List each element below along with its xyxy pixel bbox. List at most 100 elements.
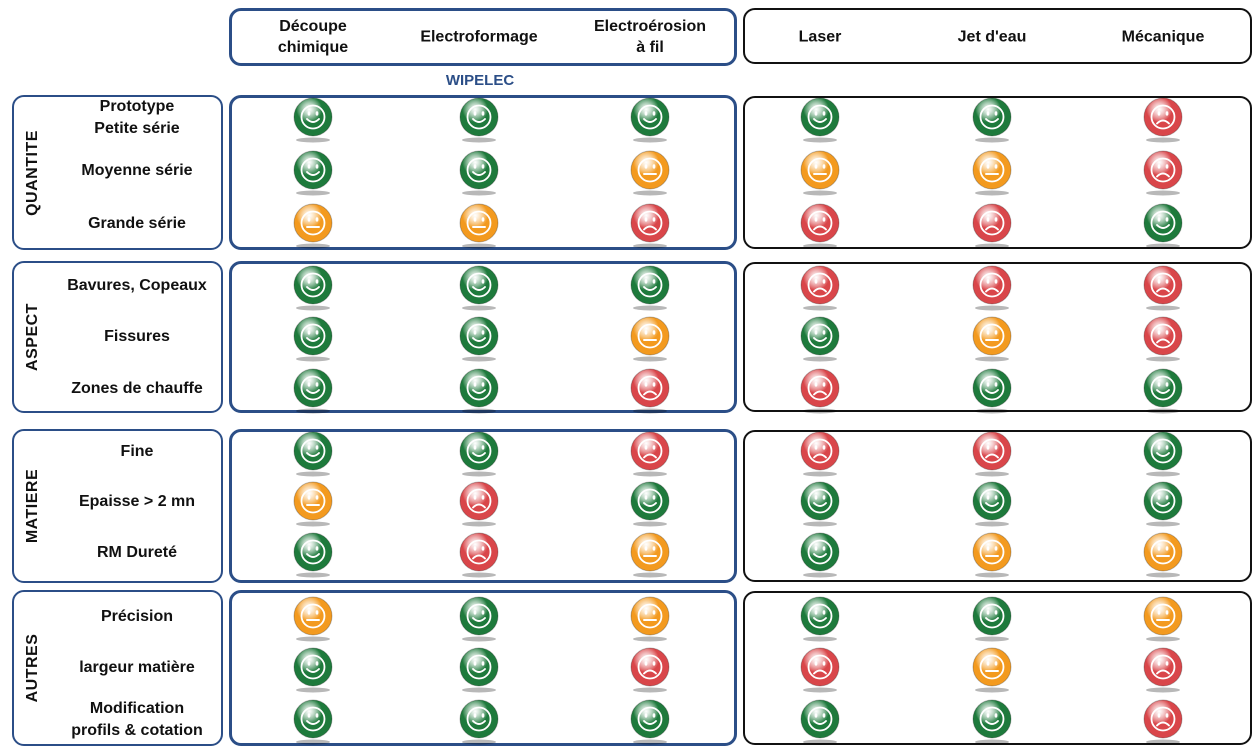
smiley-good-icon — [293, 97, 333, 143]
smiley-good-icon — [800, 596, 840, 642]
smiley-bad-icon — [1143, 265, 1183, 311]
smiley-bad-icon — [630, 647, 670, 693]
smiley-medium-icon — [630, 150, 670, 196]
category-box-autres — [12, 590, 223, 746]
smiley-medium-icon — [630, 532, 670, 578]
row-label: Fine — [120, 443, 154, 460]
other-box-aspect — [743, 262, 1252, 412]
row-label: Précision — [100, 608, 174, 625]
smiley-bad-icon — [972, 265, 1012, 311]
smiley-medium-icon — [972, 150, 1012, 196]
smiley-good-icon — [972, 368, 1012, 414]
smiley-good-icon — [972, 596, 1012, 642]
smiley-good-icon — [459, 316, 499, 362]
column-header-2: Electroformage — [420, 28, 538, 46]
smiley-good-icon — [1143, 481, 1183, 527]
smiley-bad-icon — [459, 481, 499, 527]
smiley-bad-icon — [1143, 316, 1183, 362]
smiley-good-icon — [800, 97, 840, 143]
smiley-bad-icon — [972, 203, 1012, 249]
smiley-bad-icon — [630, 203, 670, 249]
smiley-good-icon — [293, 316, 333, 362]
smiley-good-icon — [293, 647, 333, 693]
wipelec-box-matiere — [229, 429, 737, 583]
smiley-good-icon — [293, 699, 333, 745]
row-label: Bavures, Copeaux — [67, 277, 207, 294]
smiley-good-icon — [459, 150, 499, 196]
smiley-bad-icon — [630, 368, 670, 414]
smiley-good-icon — [459, 699, 499, 745]
category-label-autres: AUTRES — [24, 633, 41, 703]
smiley-good-icon — [630, 97, 670, 143]
smiley-bad-icon — [800, 647, 840, 693]
smiley-medium-icon — [630, 316, 670, 362]
smiley-good-icon — [1143, 431, 1183, 477]
smiley-medium-icon — [293, 203, 333, 249]
smiley-medium-icon — [293, 596, 333, 642]
smiley-good-icon — [459, 97, 499, 143]
category-box-quantite — [12, 95, 223, 250]
smiley-good-icon — [293, 368, 333, 414]
row-label: Epaisse > 2 mn — [78, 493, 196, 510]
smiley-medium-icon — [630, 596, 670, 642]
smiley-good-icon — [459, 596, 499, 642]
row-label: largeur matière — [79, 659, 195, 676]
smiley-good-icon — [293, 532, 333, 578]
smiley-medium-icon — [800, 150, 840, 196]
wipelec-box-aspect — [229, 261, 737, 413]
smiley-medium-icon — [293, 481, 333, 527]
smiley-bad-icon — [1143, 647, 1183, 693]
category-box-aspect — [12, 261, 223, 413]
header-box-wipelec — [229, 8, 737, 66]
other-box-matiere — [743, 430, 1252, 582]
other-box-quantite — [743, 96, 1252, 249]
row-label: Modification profils & cotation — [71, 700, 203, 739]
category-label-aspect: ASPECT — [24, 303, 41, 371]
smiley-good-icon — [800, 699, 840, 745]
row-label: Moyenne série — [81, 162, 193, 179]
column-header-1: Découpe chimique — [277, 18, 349, 56]
wipelec-box-autres — [229, 590, 737, 746]
smiley-good-icon — [459, 647, 499, 693]
smiley-bad-icon — [800, 203, 840, 249]
wipelec-label: WIPELEC — [445, 72, 515, 89]
column-header-5: Jet d'eau — [957, 28, 1027, 46]
smiley-medium-icon — [972, 647, 1012, 693]
smiley-good-icon — [630, 265, 670, 311]
smiley-bad-icon — [459, 532, 499, 578]
smiley-medium-icon — [1143, 596, 1183, 642]
category-label-matiere: MATIERE — [24, 468, 41, 544]
smiley-good-icon — [800, 532, 840, 578]
wipelec-box-quantite — [229, 95, 737, 250]
smiley-bad-icon — [630, 431, 670, 477]
category-box-matiere — [12, 429, 223, 583]
smiley-medium-icon — [972, 532, 1012, 578]
smiley-good-icon — [630, 699, 670, 745]
smiley-bad-icon — [1143, 699, 1183, 745]
column-header-4: Laser — [798, 28, 842, 46]
smiley-medium-icon — [972, 316, 1012, 362]
smiley-bad-icon — [1143, 97, 1183, 143]
row-label: Grande série — [88, 215, 186, 232]
smiley-medium-icon — [1143, 532, 1183, 578]
smiley-good-icon — [800, 481, 840, 527]
smiley-good-icon — [459, 431, 499, 477]
smiley-bad-icon — [800, 431, 840, 477]
smiley-good-icon — [800, 316, 840, 362]
column-header-6: Mécanique — [1121, 28, 1205, 46]
smiley-good-icon — [459, 265, 499, 311]
category-label-quantite: QUANTITE — [24, 129, 41, 216]
smiley-bad-icon — [800, 368, 840, 414]
smiley-good-icon — [630, 481, 670, 527]
smiley-good-icon — [972, 97, 1012, 143]
smiley-good-icon — [972, 481, 1012, 527]
row-label: RM Dureté — [96, 544, 177, 561]
column-header-3: Electroérosion à fil — [593, 18, 707, 56]
smiley-medium-icon — [459, 203, 499, 249]
smiley-good-icon — [293, 431, 333, 477]
smiley-bad-icon — [1143, 150, 1183, 196]
smiley-good-icon — [293, 150, 333, 196]
row-label: Prototype Petite série — [94, 98, 180, 137]
header-box-others — [743, 8, 1252, 64]
smiley-good-icon — [459, 368, 499, 414]
